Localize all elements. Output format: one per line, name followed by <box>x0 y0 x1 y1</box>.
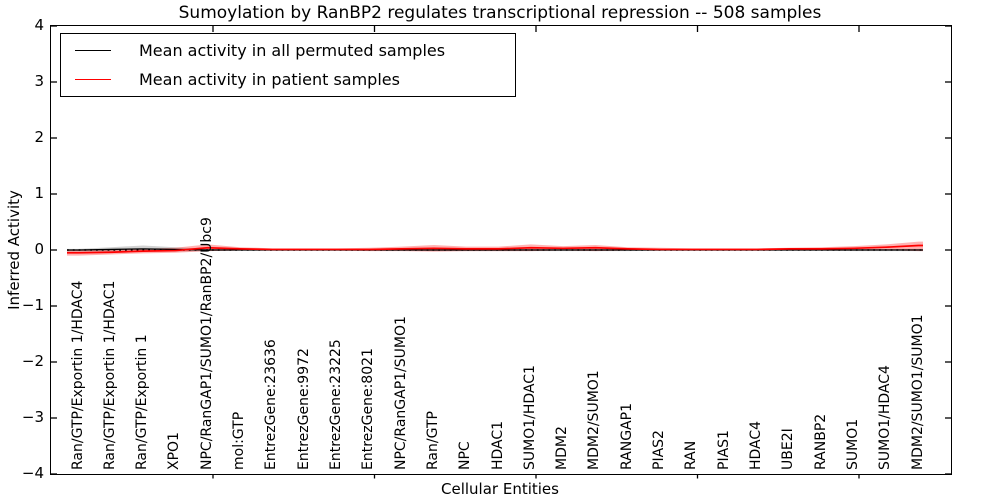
x-axis-label: Cellular Entities <box>441 480 559 498</box>
x-tick-label: UBE2I <box>780 428 797 470</box>
x-tick-label: MDM2/SUMO1/SUMO1 <box>909 314 926 470</box>
x-tick-label: SUMO1 <box>844 418 861 470</box>
x-tick-label: XPO1 <box>166 432 183 470</box>
x-tick-label: HDAC4 <box>747 420 764 470</box>
x-tick-label: mol:GTP <box>231 411 248 470</box>
x-tick-label: Ran/GTP <box>424 411 441 470</box>
x-tick-label: NPC/RanGAP1/SUMO1 <box>392 316 409 470</box>
plot-title: Sumoylation by RanBP2 regulates transcri… <box>178 3 822 23</box>
permuted-mean-line <box>67 248 923 251</box>
x-tick-label: PIAS2 <box>651 430 668 470</box>
y-tick-label: 4 <box>34 16 44 34</box>
legend-label-permuted: Mean activity in all permuted samples <box>139 40 446 60</box>
x-tick-label: EntrezGene:8021 <box>360 348 377 470</box>
plot-canvas <box>51 25 951 479</box>
y-tick-label: −2 <box>21 352 44 370</box>
x-tick-label: Ran/GTP/Exportin 1/HDAC4 <box>69 280 86 470</box>
y-tick-label: 2 <box>34 128 44 146</box>
legend-item-permuted: Mean activity in all permuted samples <box>61 37 515 64</box>
legend-item-patient: Mean activity in patient samples <box>61 66 515 93</box>
plot-area <box>50 25 952 479</box>
x-tick-label: EntrezGene:23225 <box>327 339 344 470</box>
x-tick-label: NPC <box>457 441 474 470</box>
x-tick-label: SUMO1/HDAC1 <box>521 365 538 470</box>
x-tick-label: RANBP2 <box>812 413 829 470</box>
x-tick-label: Ran/GTP/Exportin 1 <box>134 334 151 470</box>
x-tick-label: PIAS1 <box>715 430 732 470</box>
x-tick-label: EntrezGene:9972 <box>295 348 312 470</box>
y-tick-label: −3 <box>21 408 44 426</box>
y-tick-label: −1 <box>21 296 44 314</box>
x-tick-label: NPC/RanGAP1/SUMO1/RanBP2/Ubc9 <box>198 217 215 470</box>
legend-label-patient: Mean activity in patient samples <box>139 70 400 90</box>
x-tick-label: Ran/GTP/Exportin 1/HDAC1 <box>101 280 118 470</box>
x-tick-label: RANGAP1 <box>618 403 635 470</box>
x-tick-label: RAN <box>683 440 700 470</box>
x-tick-label: SUMO1/HDAC4 <box>877 365 894 470</box>
patient-line-swatch <box>75 79 111 81</box>
legend: Mean activity in all permuted samples Me… <box>60 33 516 97</box>
x-tick-label: MDM2/SUMO1 <box>586 370 603 470</box>
y-tick-label: −4 <box>21 464 44 482</box>
patient-mean-line <box>67 244 923 254</box>
y-tick-label: 1 <box>34 184 44 202</box>
y-tick-label: 3 <box>34 72 44 90</box>
permuted-line-swatch <box>75 49 111 51</box>
x-tick-label: MDM2 <box>554 426 571 470</box>
y-tick-label: 0 <box>34 240 44 258</box>
x-tick-label: HDAC1 <box>489 420 506 470</box>
axis-ticks <box>51 25 951 479</box>
x-tick-label: EntrezGene:23636 <box>263 339 280 470</box>
